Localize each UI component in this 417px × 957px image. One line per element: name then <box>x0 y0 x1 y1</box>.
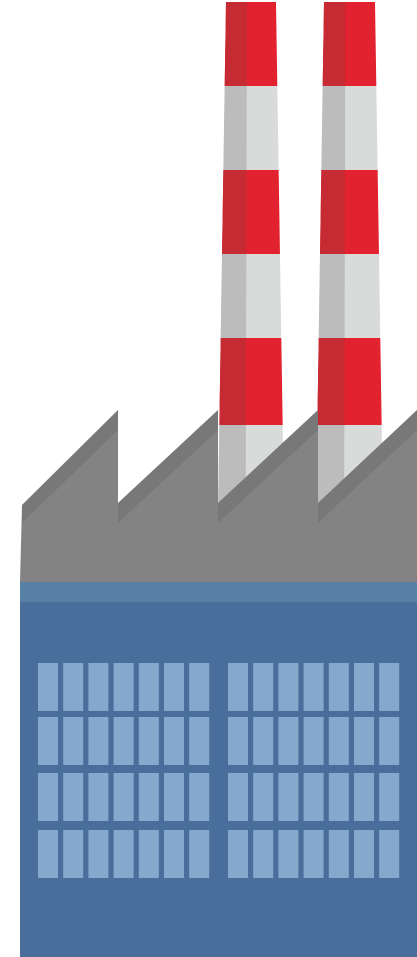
factory-wall <box>20 582 417 957</box>
window <box>379 773 400 821</box>
window <box>189 830 210 878</box>
roof-body <box>20 410 417 582</box>
window <box>278 773 299 821</box>
window <box>138 773 159 821</box>
window <box>38 773 58 821</box>
window <box>303 830 324 878</box>
window <box>38 663 58 711</box>
chimney-band-shade <box>321 86 346 170</box>
window <box>164 773 184 821</box>
window <box>38 830 58 878</box>
window <box>189 663 210 711</box>
window-block-1 <box>38 663 210 878</box>
window <box>88 773 109 821</box>
window-grid <box>38 663 400 878</box>
chimney-band-shade <box>224 2 247 86</box>
chimney-band-shade <box>320 170 345 254</box>
window <box>379 717 400 765</box>
window <box>164 717 184 765</box>
window <box>113 830 134 878</box>
window <box>189 717 210 765</box>
wall-trim <box>20 582 417 602</box>
window <box>328 663 349 711</box>
roof-shade <box>218 410 318 523</box>
window <box>228 830 248 878</box>
chimney-1 <box>218 2 284 510</box>
chimney-band-shade <box>219 338 247 425</box>
roof-shade <box>22 410 118 523</box>
chimney-2 <box>316 2 383 510</box>
window <box>113 717 134 765</box>
chimney-band-shade <box>322 2 346 86</box>
chimney-band-shade <box>318 254 345 338</box>
chimney-band-shade <box>222 170 247 254</box>
window <box>164 663 184 711</box>
window <box>113 663 134 711</box>
window-block-2 <box>228 663 400 878</box>
window <box>228 717 248 765</box>
window <box>63 663 84 711</box>
window <box>88 717 109 765</box>
window <box>278 830 299 878</box>
window <box>138 717 159 765</box>
window <box>88 830 109 878</box>
window <box>379 830 400 878</box>
sawtooth-roof <box>20 410 417 582</box>
window <box>328 717 349 765</box>
window <box>278 717 299 765</box>
window <box>303 663 324 711</box>
window <box>113 773 134 821</box>
roof-shade <box>318 410 417 523</box>
window <box>88 663 109 711</box>
window <box>354 830 374 878</box>
roof-shade <box>118 410 218 523</box>
window <box>354 663 374 711</box>
window <box>253 663 274 711</box>
window <box>63 830 84 878</box>
window <box>189 773 210 821</box>
chimney-band-shade <box>220 254 247 338</box>
window <box>253 830 274 878</box>
window <box>138 830 159 878</box>
window <box>228 663 248 711</box>
window <box>63 773 84 821</box>
window <box>253 773 274 821</box>
window <box>164 830 184 878</box>
window <box>303 717 324 765</box>
chimney-band-shade <box>317 338 345 425</box>
wall-body <box>20 582 417 957</box>
window <box>354 773 374 821</box>
window <box>138 663 159 711</box>
chimney-band-shade <box>223 86 247 170</box>
window <box>38 717 58 765</box>
window <box>354 717 374 765</box>
window <box>253 717 274 765</box>
chimneys <box>218 2 383 510</box>
window <box>328 830 349 878</box>
window <box>379 663 400 711</box>
window <box>278 663 299 711</box>
window <box>328 773 349 821</box>
window <box>303 773 324 821</box>
window <box>228 773 248 821</box>
window <box>63 717 84 765</box>
